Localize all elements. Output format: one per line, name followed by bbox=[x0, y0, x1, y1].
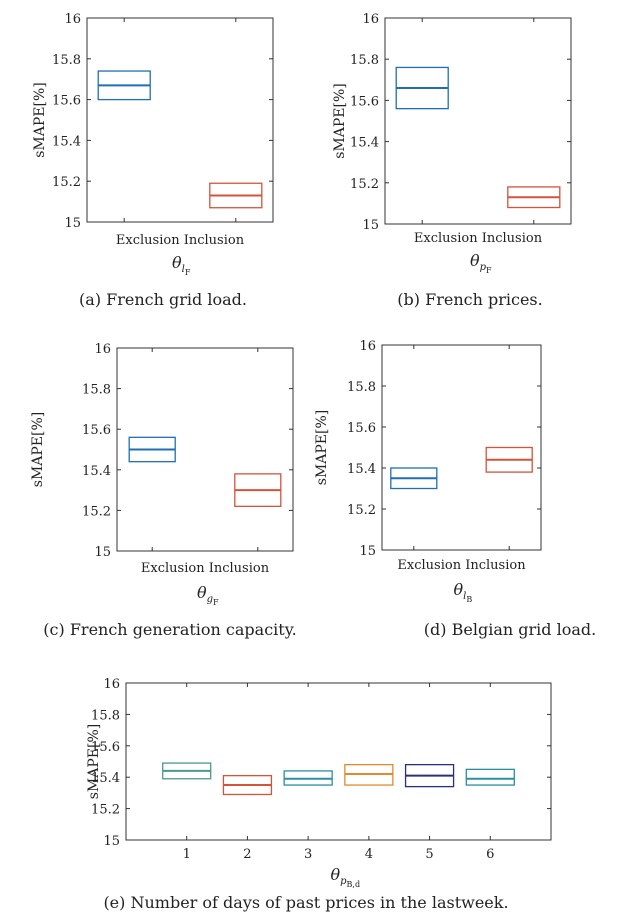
y-tick-label: 15 bbox=[103, 834, 120, 849]
y-tick-label: 16 bbox=[362, 12, 379, 27]
y-tick-label: 16 bbox=[94, 342, 111, 357]
chart-past-prices-days: 15 15.2 15.4 15.6 15.8 16 1 2 3 4 5 6 sMAPE[%] θpB,d (… bbox=[86, 677, 552, 912]
chart-belgian-grid-load: 15 15.2 15.4 15.6 15.8 16 Exclusion Inclusion s… bbox=[314, 339, 596, 639]
y-tick-label: 15.2 bbox=[52, 175, 81, 190]
y-tick-label: 15.6 bbox=[52, 94, 81, 109]
plot-frame bbox=[381, 344, 542, 551]
y-tick-label: 15.2 bbox=[350, 177, 379, 192]
y-axis-label: sMAPE[%] bbox=[32, 82, 48, 158]
y-tick-label: 16 bbox=[359, 339, 376, 354]
panel-caption: (a) French grid load. bbox=[79, 290, 247, 309]
y-tick-label: 15.8 bbox=[347, 380, 376, 395]
y-tick-label: 15.6 bbox=[82, 423, 111, 438]
x-tick-label: 6 bbox=[486, 847, 494, 862]
x-tick-label: 2 bbox=[243, 847, 251, 862]
plot-frame bbox=[86, 17, 274, 223]
chart-french-prices: 15 15.2 15.4 15.6 15.8 16 Exclusion Inclusion s… bbox=[332, 12, 572, 309]
y-tick-label: 15.2 bbox=[91, 803, 120, 818]
box-6 bbox=[465, 768, 515, 786]
y-tick-label: 15.8 bbox=[91, 708, 120, 723]
x-category-labels: Exclusion Inclusion bbox=[141, 561, 270, 576]
y-tick-label: 15.4 bbox=[91, 771, 120, 786]
y-tick-label: 15 bbox=[94, 545, 111, 560]
y-tick-label: 15 bbox=[362, 218, 379, 233]
x-axis-label: θpF bbox=[470, 251, 492, 275]
y-tick-label: 15.8 bbox=[52, 53, 81, 68]
y-tick-label: 15 bbox=[64, 216, 81, 231]
panel-caption: (c) French generation capacity. bbox=[43, 620, 296, 639]
x-tick-label: 3 bbox=[304, 847, 312, 862]
x-axis-label: θlF bbox=[172, 253, 191, 277]
y-tick-label: 15.4 bbox=[52, 134, 81, 149]
panel-caption: (d) Belgian grid load. bbox=[424, 620, 596, 639]
x-tick-label: 4 bbox=[365, 847, 373, 862]
y-tick-label: 15.8 bbox=[82, 383, 111, 398]
y-tick-label: 16 bbox=[103, 677, 120, 692]
y-axis-label: sMAPE[%] bbox=[314, 410, 330, 486]
y-tick-label: 15.6 bbox=[350, 94, 379, 109]
plot-frame bbox=[384, 17, 572, 225]
plot-frame bbox=[125, 682, 552, 841]
y-tick-label: 15.2 bbox=[82, 504, 111, 519]
y-tick-label: 15.6 bbox=[91, 740, 120, 755]
y-tick-label: 15 bbox=[359, 544, 376, 559]
y-axis-label: sMAPE[%] bbox=[86, 724, 102, 800]
panel-caption: (b) French prices. bbox=[397, 290, 542, 309]
y-axis-label: sMAPE[%] bbox=[332, 83, 348, 159]
chart-french-generation-capacity: 15 15.2 15.4 15.6 15.8 16 Exclusion Inclusion s… bbox=[30, 342, 297, 639]
x-axis-label: θlB bbox=[454, 580, 473, 604]
panel-caption: (e) Number of days of past prices in the… bbox=[103, 893, 508, 912]
y-tick-label: 15.4 bbox=[350, 136, 379, 151]
y-tick-label: 15.6 bbox=[347, 421, 376, 436]
x-tick-label: 5 bbox=[425, 847, 433, 862]
y-tick-label: 15.4 bbox=[347, 462, 376, 477]
y-tick-label: 15.8 bbox=[350, 53, 379, 68]
x-category-labels: Exclusion Inclusion bbox=[116, 233, 245, 248]
plot-frame bbox=[116, 347, 294, 552]
y-axis-label: sMAPE[%] bbox=[30, 412, 46, 488]
x-category-labels: Exclusion Inclusion bbox=[414, 231, 543, 246]
x-category-labels: Exclusion Inclusion bbox=[397, 558, 526, 573]
chart-french-grid-load: 15 15.2 15.4 15.6 15.8 16 Exclusion Inclusion s… bbox=[32, 12, 274, 309]
x-axis-label: θgF bbox=[197, 583, 219, 607]
y-tick-label: 15.2 bbox=[347, 503, 376, 518]
y-tick-label: 15.4 bbox=[82, 464, 111, 479]
y-tick-label: 16 bbox=[64, 12, 81, 27]
x-tick-label: 1 bbox=[183, 847, 191, 862]
x-axis-label: θpB,d bbox=[331, 865, 361, 889]
